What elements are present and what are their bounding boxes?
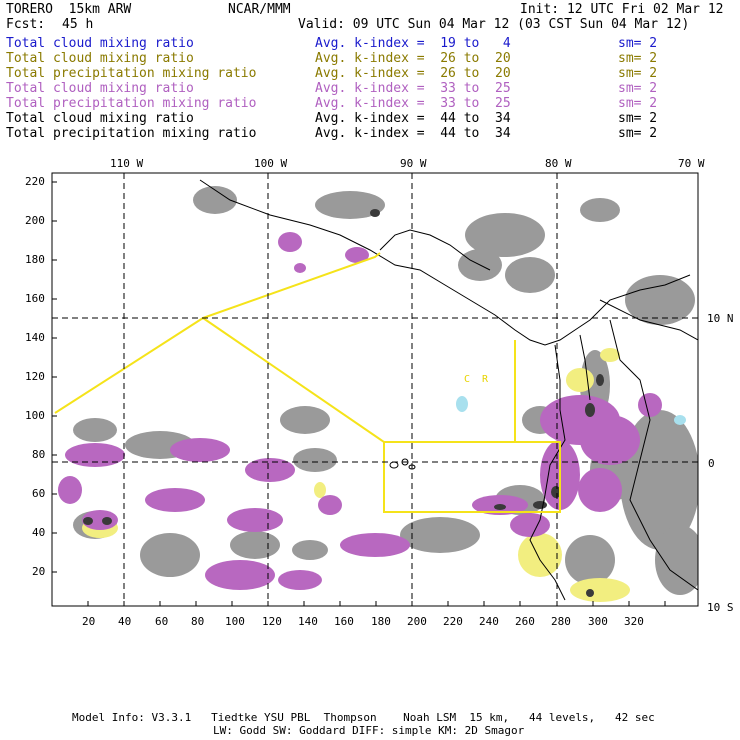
legend-field: Total cloud mixing ratio	[6, 51, 194, 66]
legend-field: Total precipitation mixing ratio	[6, 66, 257, 81]
legend-field: Total cloud mixing ratio	[6, 111, 194, 126]
x-tick-label: 100	[225, 615, 245, 628]
y-tick-label: 80	[32, 448, 46, 461]
legend-range: Avg. k-index = 44 to 34	[315, 126, 511, 141]
x-tick-label: 60	[155, 615, 169, 628]
legend-smooth: sm= 2	[618, 66, 658, 81]
lat-lon-grid	[52, 173, 698, 606]
x-tick-label: 80	[191, 615, 205, 628]
y-tick-label: 180	[25, 253, 45, 266]
legend-field: Total cloud mixing ratio	[6, 81, 194, 96]
x-tick-label: 20	[82, 615, 96, 628]
legend-smooth: sm= 2	[618, 111, 658, 126]
longitude-label: 80 W	[545, 157, 572, 170]
physics-info: LW: Godd SW: Goddard DIFF: simple KM: 2D…	[213, 724, 525, 737]
coastline	[199, 179, 698, 601]
region-marker: C R	[464, 374, 489, 385]
model-title: TORERO 15km ARW	[6, 2, 132, 17]
legend-field: Total precipitation mixing ratio	[6, 126, 257, 141]
x-tick-label: 120	[262, 615, 282, 628]
init-time: Init: 12 UTC Fri 02 Mar 12	[520, 2, 724, 17]
latitude-label: 10 N	[707, 312, 734, 325]
moisture-field-low	[82, 348, 630, 602]
legend-range: Avg. k-index = 26 to 20	[315, 51, 511, 66]
y-tick-label: 120	[25, 370, 45, 383]
x-tick-label: 300	[588, 615, 608, 628]
x-tick-label: 160	[334, 615, 354, 628]
x-tick-label: 280	[551, 615, 571, 628]
y-tick-label: 40	[32, 526, 46, 539]
y-tick-label: 160	[25, 292, 45, 305]
y-tick-label: 140	[25, 331, 45, 344]
latitude-label: 10 S	[707, 601, 734, 614]
tick-marks	[52, 181, 666, 606]
moisture-field-mid	[58, 232, 662, 590]
legend-range: Avg. k-index = 26 to 20	[315, 66, 511, 81]
island	[389, 458, 416, 470]
plot-frame	[51, 172, 699, 607]
cloud-field	[73, 186, 698, 595]
cloud-field-thin	[456, 396, 686, 425]
longitude-label: 90 W	[400, 157, 427, 170]
legend-range: Avg. k-index = 19 to 4	[315, 36, 511, 51]
x-tick-label: 240	[479, 615, 499, 628]
legend-smooth: sm= 2	[618, 36, 658, 51]
x-tick-label: 320	[624, 615, 644, 628]
legend-range: Avg. k-index = 33 to 25	[315, 81, 511, 96]
x-tick-label: 220	[443, 615, 463, 628]
x-tick-label: 140	[298, 615, 318, 628]
x-tick-label: 200	[407, 615, 427, 628]
moisture-field-high	[83, 209, 604, 597]
latitude-label: 0	[708, 457, 715, 470]
legend-range: Avg. k-index = 33 to 25	[315, 96, 511, 111]
longitude-label: 70 W	[678, 157, 705, 170]
legend-field: Total precipitation mixing ratio	[6, 96, 257, 111]
y-tick-label: 60	[32, 487, 46, 500]
model-info: Model Info: V3.3.1 Tiedtke YSU PBL Thomp…	[72, 711, 655, 724]
legend-field: Total cloud mixing ratio	[6, 36, 194, 51]
y-tick-label: 220	[25, 175, 45, 188]
forecast-hour: 45 h	[62, 17, 94, 32]
y-tick-label: 100	[25, 409, 45, 422]
x-tick-label: 40	[118, 615, 132, 628]
x-tick-label: 260	[515, 615, 535, 628]
legend-range: Avg. k-index = 44 to 34	[315, 111, 511, 126]
longitude-label: 100 W	[254, 157, 288, 170]
x-tick-label: 180	[371, 615, 391, 628]
valid-time: Valid: 09 UTC Sun 04 Mar 12 (03 CST Sun …	[298, 17, 690, 32]
forecast-label: Fcst:	[6, 17, 46, 32]
legend-smooth: sm= 2	[618, 96, 658, 111]
legend-smooth: sm= 2	[618, 81, 658, 96]
y-tick-label: 20	[32, 565, 46, 578]
longitude-label: 110 W	[110, 157, 144, 170]
legend-smooth: sm= 2	[618, 51, 658, 66]
y-tick-label: 200	[25, 214, 45, 227]
legend-smooth: sm= 2	[618, 126, 658, 141]
organization: NCAR/MMM	[228, 2, 291, 17]
